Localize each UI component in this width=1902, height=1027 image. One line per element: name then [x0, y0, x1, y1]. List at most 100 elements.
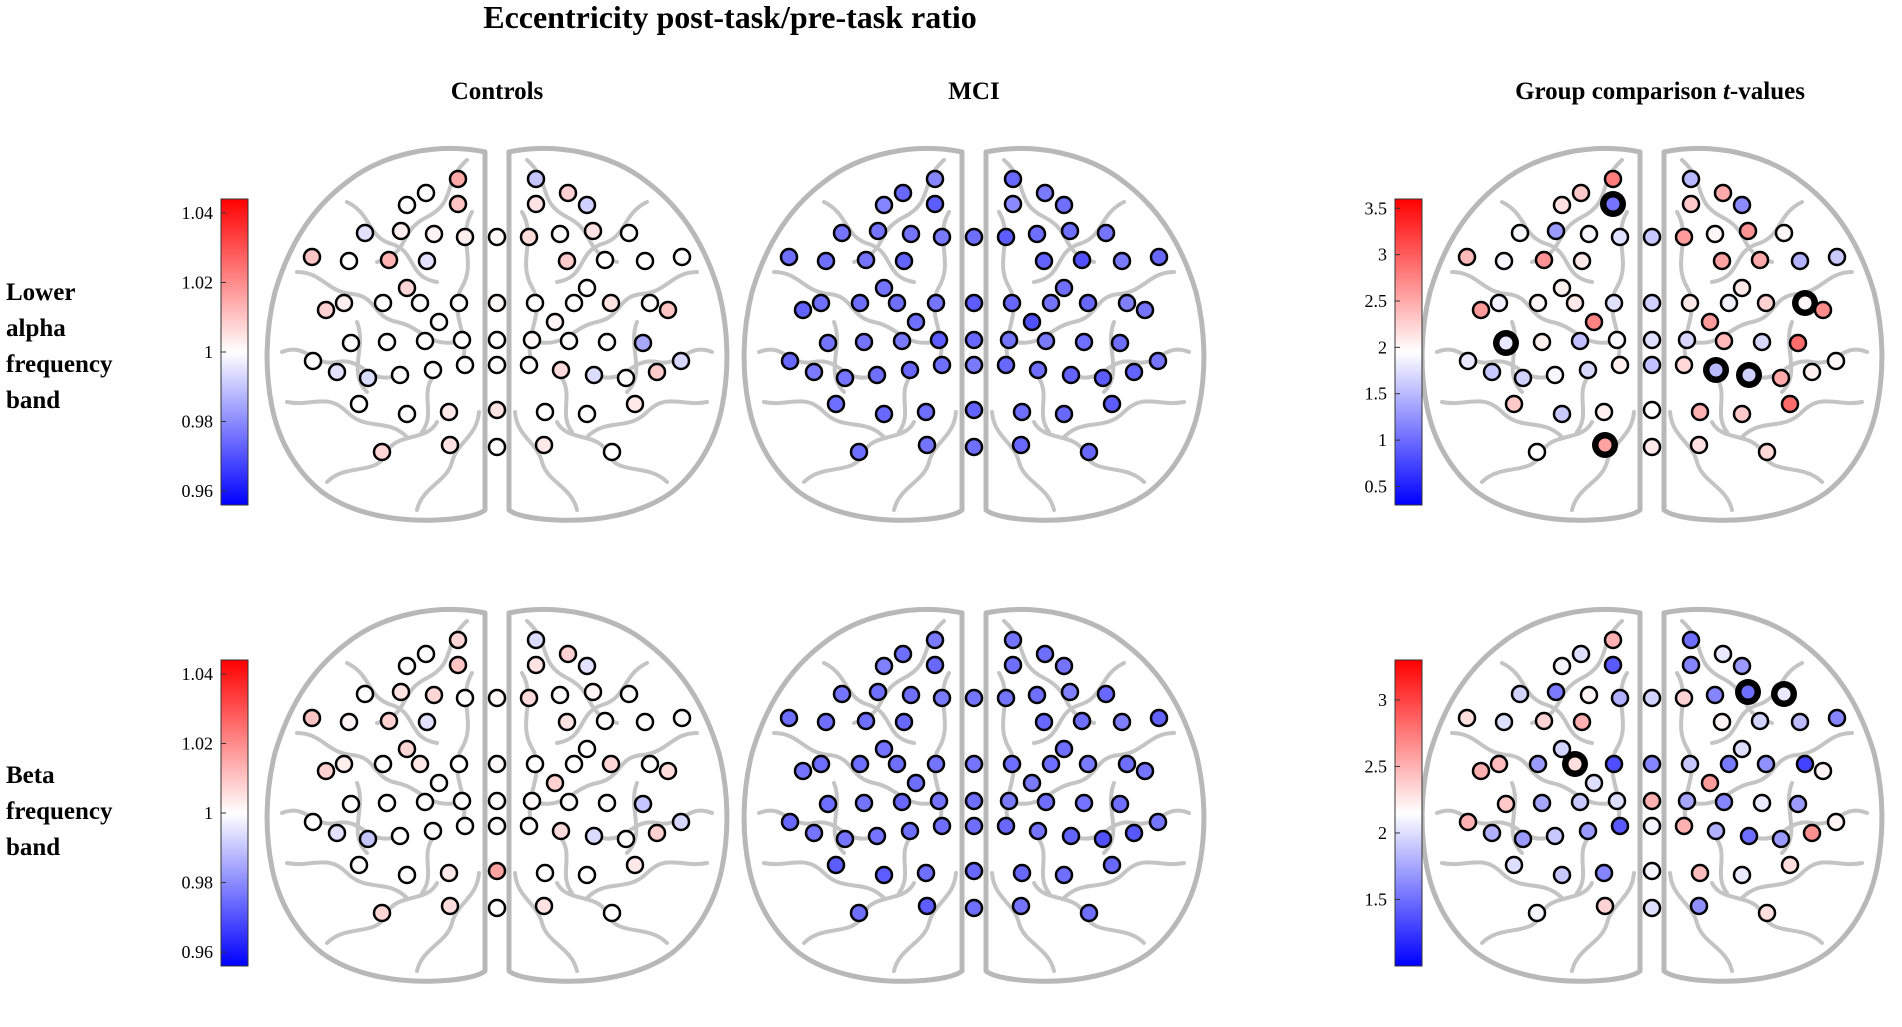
panel-lower-alpha-controls: 1.04 1.02 1 0.98 0.96 — [182, 149, 727, 521]
colorbar-tick-label: 0.96 — [182, 481, 214, 501]
electrode-marker — [964, 791, 984, 811]
electrode-marker — [901, 685, 921, 705]
electrode-marker — [996, 355, 1016, 375]
electrode-marker — [856, 711, 876, 731]
electrode-marker — [1771, 829, 1791, 849]
electrode-marker — [487, 861, 507, 881]
electrode-marker — [1642, 688, 1662, 708]
electrode-marker — [1552, 278, 1572, 298]
electrode-marker — [1674, 688, 1694, 708]
electrode-marker — [1545, 365, 1565, 385]
electrode-marker — [487, 754, 507, 774]
electrode-marker — [449, 293, 469, 313]
electrode-marker — [525, 293, 545, 313]
electrode-marker — [826, 855, 846, 875]
electrode-marker — [916, 863, 936, 883]
electrode-marker — [1732, 195, 1752, 215]
electrode-marker — [390, 826, 410, 846]
electrode-marker — [597, 793, 617, 813]
electrode-marker — [1528, 754, 1548, 774]
column-title-group-suffix: -values — [1730, 78, 1805, 105]
electrode-marker — [811, 754, 831, 774]
electrode-marker — [1504, 394, 1524, 414]
electrode-marker — [1750, 250, 1770, 270]
electrode-marker — [1756, 754, 1776, 774]
electrode-marker — [584, 365, 604, 385]
electrode-marker — [1060, 682, 1080, 702]
electrode-marker — [415, 792, 435, 812]
electrode-marker — [1604, 754, 1624, 774]
electrode-marker — [1827, 247, 1847, 267]
electrode-marker — [439, 402, 459, 422]
colorbar-gradient — [1394, 198, 1423, 506]
electrode-marker — [595, 711, 615, 731]
electrode-marker — [996, 816, 1016, 836]
electrode-marker — [1705, 224, 1725, 244]
electrode-marker — [1035, 644, 1055, 664]
electrode-marker — [1510, 223, 1530, 243]
electrode-marker — [1096, 684, 1116, 704]
colorbar: 3 2.5 2 1.5 — [1365, 659, 1423, 967]
electrode-marker — [397, 739, 417, 759]
electrode-marker — [1458, 351, 1478, 371]
electrode-marker — [1482, 362, 1502, 382]
electrode-marker — [1681, 655, 1701, 675]
colorbar-tick-label: 0.5 — [1365, 476, 1388, 496]
electrode-marker — [316, 761, 336, 781]
significant-electrode-marker — [1708, 362, 1724, 378]
electrode-marker — [1532, 793, 1552, 813]
row-label-line: frequency — [6, 798, 113, 825]
electrode-marker — [487, 293, 507, 313]
electrode-marker — [429, 312, 449, 332]
electrode-marker — [929, 791, 949, 811]
electrode-marker — [1552, 404, 1572, 424]
electrode-marker — [894, 251, 914, 271]
electrode-marker — [519, 816, 539, 836]
electrode-marker — [1603, 169, 1623, 189]
electrode-marker — [1642, 330, 1662, 350]
electrode-marker — [1527, 442, 1547, 462]
electrode-marker — [1510, 684, 1530, 704]
electrode-marker — [1054, 739, 1074, 759]
colorbar-tick-label: 0.96 — [182, 942, 214, 962]
electrode-marker — [487, 330, 507, 350]
electrode-marker — [455, 227, 475, 247]
electrode-marker — [1584, 773, 1604, 793]
electrode-marker — [1002, 293, 1022, 313]
colorbar-tick-label: 2.5 — [1365, 291, 1388, 311]
significant-electrode-marker — [1740, 684, 1756, 700]
electrode-marker — [1674, 355, 1694, 375]
electrode-marker — [793, 300, 813, 320]
electrode-marker — [1002, 754, 1022, 774]
electrode-marker — [964, 330, 984, 350]
electrode-marker — [1706, 821, 1726, 841]
electrode-marker — [1604, 293, 1624, 313]
electrode-marker — [1110, 333, 1130, 353]
colorbar-tick-label: 1 — [1378, 430, 1387, 450]
electrode-marker — [1035, 183, 1055, 203]
electrode-marker — [583, 221, 603, 241]
electrode-marker — [1513, 368, 1533, 388]
electrode-marker — [1774, 223, 1794, 243]
electrode-marker — [487, 816, 507, 836]
electrode-marker — [1674, 816, 1694, 836]
row-label-line: alpha — [6, 315, 66, 342]
colorbar: 3.5 3 2.5 2 1.5 1 0.5 — [1365, 198, 1423, 506]
electrode-marker — [1603, 630, 1623, 650]
electrode-marker — [804, 823, 824, 843]
electrode-marker — [595, 250, 615, 270]
electrode-marker — [826, 394, 846, 414]
electrode-marker — [1527, 903, 1547, 923]
electrode-marker — [1054, 404, 1074, 424]
electrode-marker — [1802, 823, 1822, 843]
electrode-marker — [1546, 682, 1566, 702]
electrode-marker — [1594, 402, 1614, 422]
electrode-marker — [1028, 360, 1048, 380]
electrode-marker — [339, 712, 359, 732]
electrode-marker — [417, 712, 437, 732]
electrode-marker — [526, 169, 546, 189]
electrode-marker — [558, 644, 578, 664]
electrode-marker — [302, 247, 322, 267]
significant-electrode-marker — [1567, 756, 1583, 772]
electrode-marker — [423, 360, 443, 380]
